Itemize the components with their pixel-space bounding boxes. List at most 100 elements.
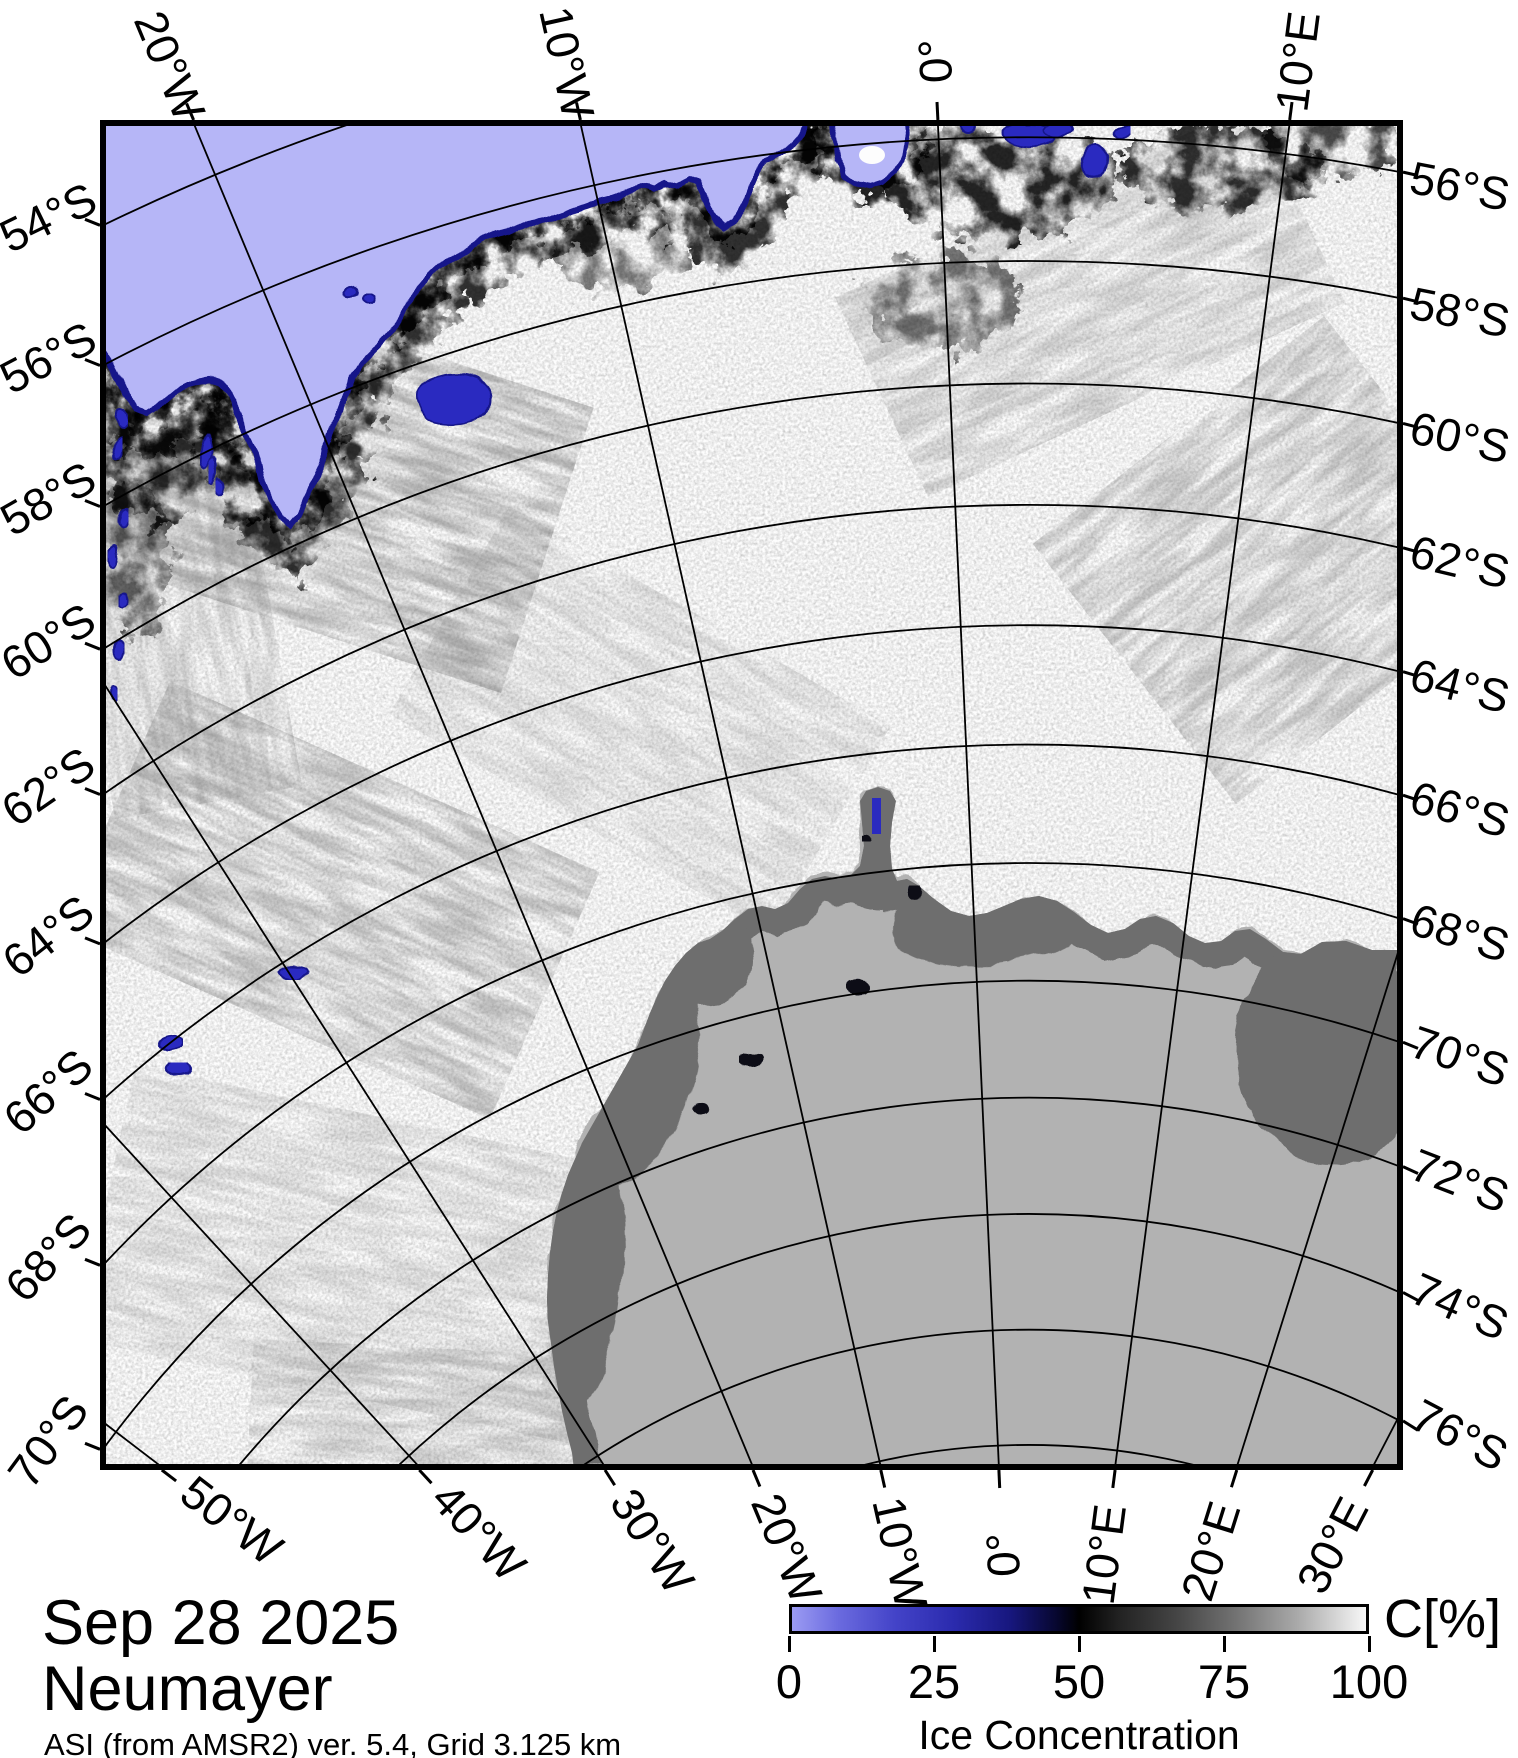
latitude-label-left: 56°S [0,311,104,404]
latitude-label-right: 64°S [1405,648,1515,723]
latitude-label-right: 58°S [1406,277,1515,348]
parallel-line [865,1444,1193,1464]
colorbar-tick [933,1636,936,1652]
latitude-label-right: 72°S [1404,1138,1516,1223]
open-water-patch [361,294,375,306]
parallel-line [106,504,1397,794]
station-name-label: Neumayer [42,1654,333,1724]
low-concentration-patch [550,210,690,290]
ice-streak-patch [389,506,891,934]
meridian-line [580,126,882,1464]
graticule-tick [751,1469,762,1488]
low-concentration-patch [1260,126,1397,180]
parallel-line [398,1213,1397,1464]
graticule-tick [1229,1469,1239,1488]
iceberg-spot [910,887,926,901]
graticule-tick [1402,170,1419,177]
meridian-line [106,685,605,1464]
graticule-tick [575,102,582,121]
longitude-label-bottom: 30°E [1286,1489,1378,1602]
latitude-label-right: 60°S [1405,401,1514,473]
longitude-label-top: 20°W [124,4,216,129]
open-water-patch [108,545,120,567]
colorbar-unit-label: C[%] [1384,1589,1502,1649]
parallel-line [106,862,1397,1264]
longitude-label-bottom: 40°W [422,1473,537,1592]
open-water-patches [107,126,1129,1080]
open-water-patch [209,457,221,483]
colorbar-axis-label: Ice Concentration [918,1712,1240,1758]
open-water-patch [201,437,215,467]
graticule-tick [1402,917,1419,926]
open-water-patch [119,591,131,609]
colorbar-tick-label: 25 [907,1655,961,1708]
latitude-label-left: 66°S [0,1039,103,1145]
graticule-tick [1402,1040,1419,1050]
colorbar-tick-label: 75 [1197,1655,1251,1708]
map-frame [100,120,1403,1470]
open-water-region [106,126,809,526]
graticule-tick [879,1469,887,1488]
graticule-tick [603,1469,616,1487]
graticule-tick [997,1469,1002,1489]
open-water-patch [280,965,310,979]
longitude-label-bottom: 20°E [1171,1495,1251,1606]
low-concentration-patch [860,250,1020,350]
open-water-patch [1081,142,1107,178]
graticule-tick [84,1257,101,1267]
open-water-patch [112,637,124,659]
latitude-label-left: 68°S [0,1203,101,1312]
graticule-tick [1402,1165,1419,1175]
coastal-dark-blob [1235,935,1397,1165]
ice-island [859,146,885,164]
open-water-patch [113,407,127,429]
graticule-tick [84,1092,101,1101]
graticule-tick [1402,296,1419,304]
colorbar-tick [1223,1636,1226,1652]
latitude-label-right: 70°S [1404,1015,1516,1097]
parallel-line [584,1329,1397,1464]
colorbar-tick [1368,1636,1371,1652]
latitude-label-right: 76°S [1404,1389,1517,1482]
latitude-label-left: 62°S [0,737,104,837]
parallel-line [106,383,1397,649]
graticule-tick [935,101,940,121]
latitude-label-right: 74°S [1404,1262,1517,1350]
ice-edge-line [106,126,813,530]
graticule-tick [1402,793,1419,802]
graticule-tick [84,358,101,367]
parallel-line [106,624,1397,943]
graticule-tick [84,641,101,651]
longitude-label-bottom: 10°W [862,1492,938,1614]
latitude-label-right: 68°S [1404,893,1515,972]
graticule-tick [84,499,101,508]
colorbar-tick-label: 50 [1052,1655,1106,1708]
longitude-label-top: 10°W [529,2,605,124]
iceberg-spot [742,1054,762,1070]
open-water-patch [110,437,122,463]
latitude-label-left: 54°S [0,172,104,263]
colorbar-tick-label: 100 [1329,1655,1409,1708]
date-label: Sep 28 2025 [42,1588,400,1658]
open-water-patch [1045,126,1075,137]
parallel-line [106,260,1397,506]
colorbar-tick [788,1636,791,1652]
parallel-line [106,980,1397,1448]
graticule-tick [84,936,101,946]
bay-ice-edge-line [831,126,912,187]
meridian-line [1236,952,1397,1464]
latitude-label-left: 58°S [0,451,104,546]
graticule-tick [1363,1469,1375,1487]
meridian-line [937,126,1000,1464]
latitude-label-left: 70°S [0,1386,99,1498]
open-water-patch [416,373,494,427]
latitude-label-right: 56°S [1406,151,1514,221]
open-water-patch [216,477,228,499]
colorbar-tick [1078,1636,1081,1652]
parallel-line [106,744,1397,1099]
graticule-tick [84,787,101,796]
